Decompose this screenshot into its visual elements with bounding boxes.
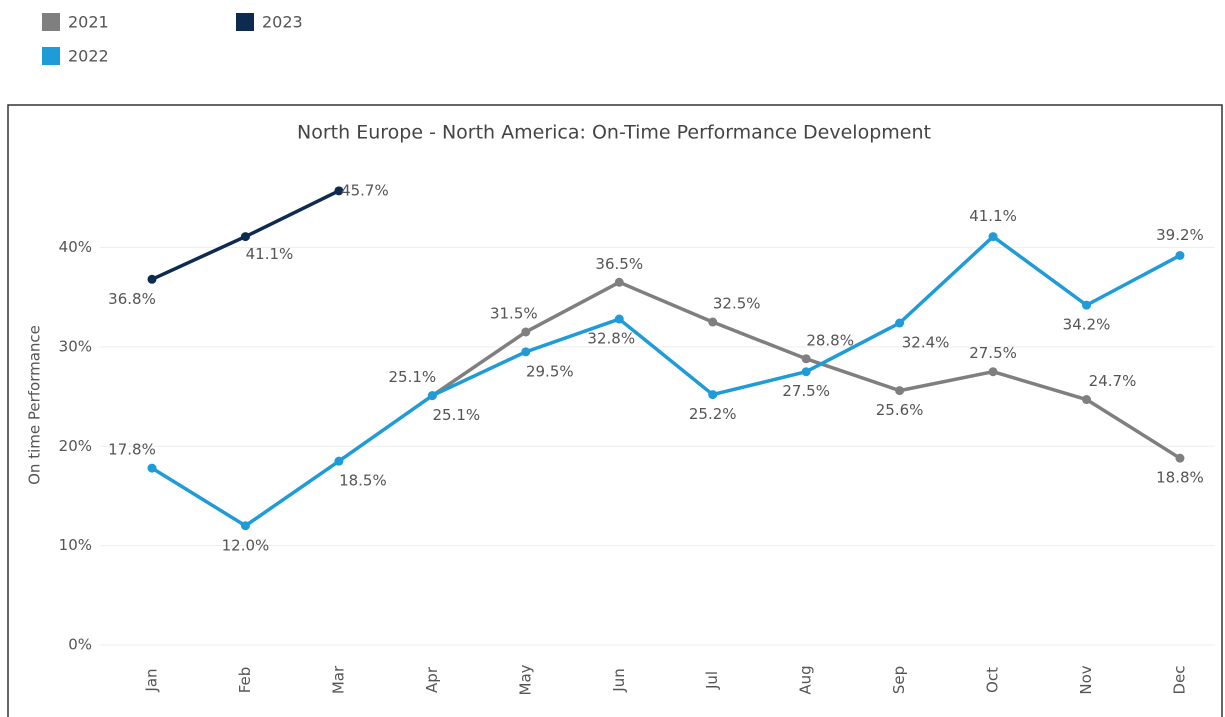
data-label: 32.8% bbox=[587, 330, 635, 348]
data-label: 36.5% bbox=[595, 255, 643, 273]
data-label: 25.2% bbox=[689, 405, 737, 423]
data-label: 32.4% bbox=[902, 334, 950, 352]
data-label: 24.7% bbox=[1089, 372, 1137, 390]
legend-label: 2021 bbox=[68, 13, 109, 32]
x-tick-label: Jan bbox=[143, 668, 161, 692]
data-point bbox=[1175, 453, 1185, 463]
data-point bbox=[988, 367, 998, 377]
data-point bbox=[708, 390, 718, 400]
legend-label: 2022 bbox=[68, 47, 109, 66]
data-point bbox=[895, 318, 905, 328]
data-label: 25.6% bbox=[876, 401, 924, 419]
y-axis-label: On time Performance bbox=[26, 325, 44, 485]
y-tick-label: 10% bbox=[59, 536, 92, 554]
x-tick-label: Jun bbox=[610, 668, 628, 692]
data-point bbox=[1082, 395, 1091, 405]
y-tick-label: 20% bbox=[59, 437, 92, 455]
data-point bbox=[521, 327, 531, 337]
data-point bbox=[614, 314, 624, 324]
legend-swatch bbox=[42, 13, 60, 31]
x-tick-label: Nov bbox=[1077, 665, 1095, 694]
data-point bbox=[614, 277, 624, 287]
x-tick-label: Feb bbox=[236, 667, 254, 694]
data-point bbox=[801, 354, 811, 364]
x-tick-label: Mar bbox=[329, 665, 347, 694]
chart-title: North Europe - North America: On-Time Pe… bbox=[297, 122, 931, 144]
data-point bbox=[521, 347, 531, 357]
data-point bbox=[334, 186, 344, 196]
data-label: 28.8% bbox=[806, 331, 854, 349]
data-label: 41.1% bbox=[246, 245, 294, 263]
data-label: 29.5% bbox=[526, 362, 574, 380]
data-point bbox=[988, 232, 998, 242]
data-label: 12.0% bbox=[222, 536, 270, 554]
data-point bbox=[1175, 250, 1185, 260]
data-point bbox=[147, 274, 157, 284]
data-label: 34.2% bbox=[1063, 316, 1111, 334]
data-label: 39.2% bbox=[1156, 226, 1204, 244]
data-label: 18.5% bbox=[339, 472, 387, 490]
data-point bbox=[147, 463, 157, 473]
y-tick-label: 40% bbox=[59, 238, 92, 256]
x-tick-label: Sep bbox=[890, 666, 908, 694]
data-label: 27.5% bbox=[969, 344, 1017, 362]
legend-label: 2023 bbox=[262, 13, 303, 32]
data-label: 27.5% bbox=[782, 382, 830, 400]
y-tick-label: 0% bbox=[68, 636, 92, 654]
data-point bbox=[895, 386, 905, 396]
data-point bbox=[708, 317, 718, 327]
x-tick-label: Oct bbox=[984, 667, 1002, 693]
legend-swatch bbox=[42, 47, 60, 65]
x-tick-label: May bbox=[516, 664, 534, 695]
x-tick-label: Apr bbox=[423, 666, 441, 693]
data-label: 17.8% bbox=[108, 441, 156, 459]
data-point bbox=[427, 391, 437, 401]
data-point bbox=[240, 521, 250, 531]
x-tick-label: Dec bbox=[1170, 665, 1188, 694]
data-label: 18.8% bbox=[1156, 469, 1204, 487]
data-label: 32.5% bbox=[713, 295, 761, 313]
data-label: 25.1% bbox=[433, 406, 481, 424]
x-tick-label: Jul bbox=[703, 671, 721, 690]
chart-frame bbox=[7, 104, 1223, 717]
data-label: 41.1% bbox=[969, 207, 1017, 225]
series-line bbox=[151, 234, 1181, 528]
data-point bbox=[801, 367, 811, 377]
data-label: 45.7% bbox=[341, 181, 389, 199]
x-tick-label: Aug bbox=[797, 665, 815, 694]
data-point bbox=[240, 232, 250, 242]
data-label: 31.5% bbox=[490, 304, 538, 322]
y-tick-label: 30% bbox=[59, 337, 92, 355]
data-label: 25.1% bbox=[389, 368, 437, 386]
data-label: 36.8% bbox=[108, 290, 156, 308]
data-point bbox=[1082, 300, 1091, 310]
legend-swatch bbox=[236, 13, 254, 31]
data-point bbox=[334, 456, 344, 466]
